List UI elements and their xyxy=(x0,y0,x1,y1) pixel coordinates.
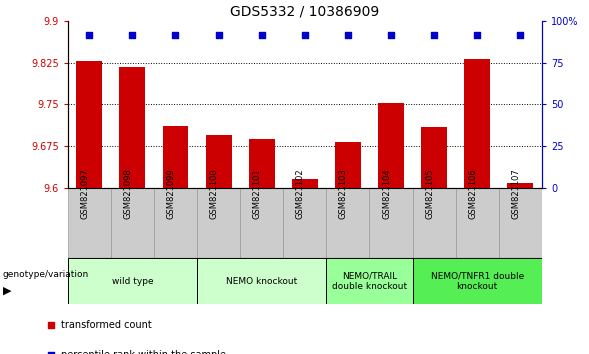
Bar xyxy=(206,135,231,188)
Text: ▶: ▶ xyxy=(3,286,11,296)
Text: GSM821105: GSM821105 xyxy=(425,168,434,219)
Bar xyxy=(464,59,490,188)
Bar xyxy=(499,188,542,258)
Bar xyxy=(120,67,145,188)
Bar xyxy=(240,188,283,258)
Bar xyxy=(197,188,240,258)
Bar xyxy=(326,188,369,258)
Text: wild type: wild type xyxy=(111,277,153,286)
Text: GSM821100: GSM821100 xyxy=(210,168,219,219)
Point xyxy=(386,32,396,38)
Bar xyxy=(412,188,456,258)
Text: NEMO knockout: NEMO knockout xyxy=(226,277,297,286)
Bar xyxy=(163,126,188,188)
Point xyxy=(300,32,310,38)
Text: transformed count: transformed count xyxy=(61,320,152,330)
Bar xyxy=(421,127,447,188)
Point xyxy=(85,32,94,38)
Point xyxy=(429,32,439,38)
Point xyxy=(343,32,353,38)
Text: GSM821104: GSM821104 xyxy=(382,168,391,219)
Bar xyxy=(111,188,154,258)
Bar xyxy=(77,61,102,188)
Text: GSM821098: GSM821098 xyxy=(123,168,133,219)
Text: NEMO/TNFR1 double
knockout: NEMO/TNFR1 double knockout xyxy=(431,272,524,291)
Bar xyxy=(507,183,533,188)
Point xyxy=(472,32,482,38)
Bar xyxy=(249,139,274,188)
Point xyxy=(257,32,266,38)
Point xyxy=(252,215,261,221)
Text: GSM821106: GSM821106 xyxy=(468,168,477,219)
Text: GSM821103: GSM821103 xyxy=(339,168,348,219)
Bar xyxy=(68,258,197,304)
Text: GSM821099: GSM821099 xyxy=(167,168,176,219)
Point xyxy=(128,32,137,38)
Bar xyxy=(68,188,111,258)
Bar xyxy=(412,258,542,304)
Bar xyxy=(378,103,404,188)
Point xyxy=(171,32,180,38)
Text: GSM821102: GSM821102 xyxy=(296,168,305,219)
Bar xyxy=(369,188,412,258)
Point xyxy=(515,32,525,38)
Bar xyxy=(326,258,412,304)
Bar xyxy=(283,188,326,258)
Bar xyxy=(335,142,361,188)
Text: GSM821101: GSM821101 xyxy=(253,168,262,219)
Text: percentile rank within the sample: percentile rank within the sample xyxy=(61,350,226,354)
Bar xyxy=(456,188,499,258)
Bar xyxy=(154,188,197,258)
Text: NEMO/TRAIL
double knockout: NEMO/TRAIL double knockout xyxy=(332,272,407,291)
Text: genotype/variation: genotype/variation xyxy=(3,270,89,279)
Title: GDS5332 / 10386909: GDS5332 / 10386909 xyxy=(230,5,379,19)
Bar xyxy=(197,258,326,304)
Text: GSM821107: GSM821107 xyxy=(511,168,520,219)
Text: GSM821097: GSM821097 xyxy=(80,168,90,219)
Bar xyxy=(292,179,317,188)
Point xyxy=(214,32,223,38)
